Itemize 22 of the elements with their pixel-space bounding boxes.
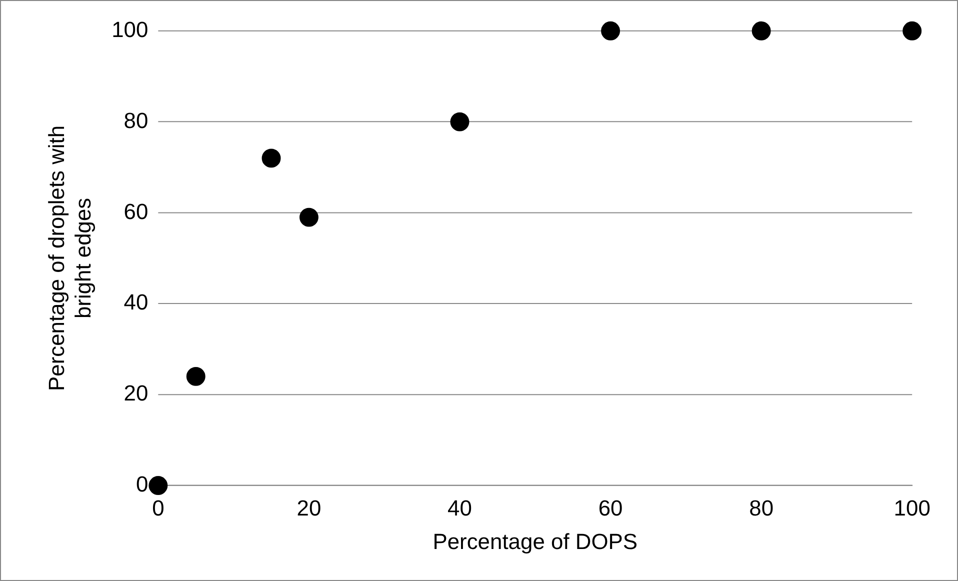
point [450, 112, 470, 132]
y-tick-label: 0 [136, 472, 148, 497]
point [186, 366, 206, 386]
y-tick-label: 20 [124, 380, 148, 406]
y-axis-title: Percentage of droplets with bright edges [44, 125, 96, 391]
y-tick-label: 60 [124, 198, 148, 224]
y-tick-label: 100 [112, 16, 148, 42]
y-tick-label: 40 [124, 290, 148, 315]
x-axis-title: Percentage of DOPS [432, 528, 638, 554]
point [148, 476, 168, 495]
y-tick-label: 80 [124, 108, 148, 133]
x-tick-label: 0 [152, 496, 164, 521]
x-tick-label: 20 [296, 496, 322, 521]
point [299, 208, 318, 227]
point [262, 148, 281, 168]
x-tick-label: 60 [598, 496, 623, 521]
x-tick-label: 100 [894, 496, 930, 521]
x-tick-label: 40 [448, 496, 472, 521]
point [752, 21, 771, 40]
point [902, 21, 922, 40]
x-tick-label: 80 [749, 496, 774, 521]
point [601, 21, 620, 40]
